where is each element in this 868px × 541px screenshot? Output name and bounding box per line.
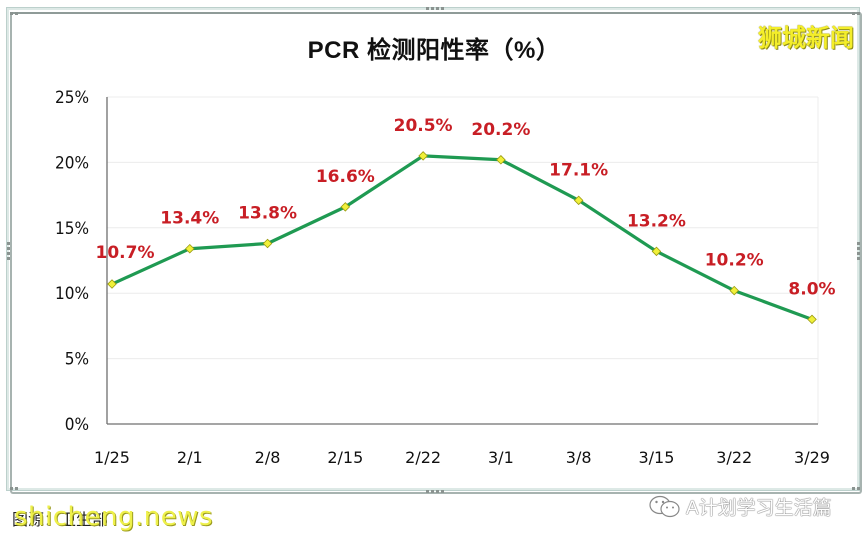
data-point-marker[interactable] [573,195,584,206]
y-tick-label: 20% [55,153,89,173]
y-tick-label: 15% [55,219,89,239]
x-tick-label: 3/29 [794,448,830,467]
y-tick-label: 5% [65,350,89,370]
data-label: 13.8% [238,203,297,223]
data-label: 16.6% [316,167,375,187]
wechat-icon [649,495,680,517]
watermark-brand: 狮城新闻 [758,24,854,52]
x-axis-ticks: 1/25 2/1 2/8 2/15 2/22 3/1 3/8 3/15 3/22 3/29 [94,448,830,467]
data-label: 10.2% [705,251,764,271]
resize-handle-top-right[interactable] [852,12,860,15]
data-label: 20.5% [394,116,453,136]
data-label: 13.4% [160,209,219,229]
data-markers [107,151,817,325]
gridlines [107,96,819,424]
x-tick-label: 2/8 [255,448,281,467]
y-tick-label: 25% [55,88,89,108]
x-tick-label: 2/15 [327,448,363,467]
x-tick-label: 3/1 [488,448,514,467]
x-tick-label: 2/1 [177,448,203,467]
data-point-marker[interactable] [262,238,273,249]
data-point-marker[interactable] [807,314,817,325]
resize-handle-bottom-right[interactable] [852,487,860,490]
x-tick-label: 2/22 [405,448,441,467]
data-point-marker[interactable] [107,279,117,289]
data-point-marker[interactable] [496,155,506,165]
data-point-marker[interactable] [418,151,428,161]
resize-handle-bottom[interactable] [426,490,444,493]
axes [106,97,818,425]
data-labels: 10.7%13.4% 13.8% 16.6% 20.5% 20.2% 17.1% 13.2%… [96,116,836,299]
data-point-marker[interactable] [185,243,195,254]
x-tick-label: 3/8 [566,448,592,467]
chart-frame [6,7,860,491]
y-axis-ticks: 0% 5% 10% 15% 20% 25% [55,88,89,435]
resize-handle-top-left[interactable] [10,12,18,15]
chart-selection-border [10,12,862,494]
wechat-account-name: A计划学习生活篇 [686,498,832,519]
data-label: 10.7% [96,243,155,263]
y-tick-label: 0% [65,415,89,435]
chart-title: PCR 检测阳性率（%） [307,37,561,64]
source-credit: 图源：卫生部 [12,512,109,529]
wechat-account-watermark: A计划学习生活篇 [648,493,832,520]
watermark-site: shicheng.news [14,502,214,532]
resize-handle-top[interactable] [426,7,444,10]
data-line [111,154,813,321]
x-tick-label: 1/25 [94,448,130,467]
data-label: 20.2% [471,120,530,140]
x-tick-label: 3/22 [716,448,752,467]
data-label: 13.2% [627,211,686,231]
resize-handle-right[interactable] [857,242,860,260]
resize-handle-left[interactable] [7,242,10,260]
x-tick-label: 3/15 [638,448,674,467]
data-point-marker[interactable] [340,202,351,212]
resize-handle-bottom-left[interactable] [10,487,18,490]
y-tick-label: 10% [55,284,89,304]
data-label: 17.1% [549,160,608,180]
data-point-marker[interactable] [651,246,662,257]
data-label: 8.0% [788,279,835,299]
data-point-marker[interactable] [729,285,739,296]
